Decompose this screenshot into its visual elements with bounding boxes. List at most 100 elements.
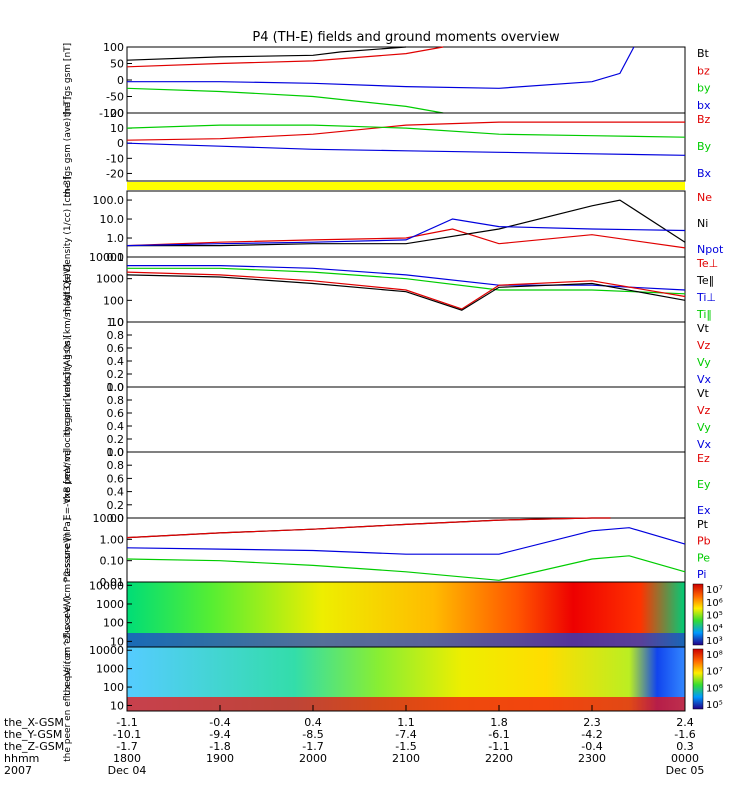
series-line-Ne bbox=[126, 228, 686, 249]
y-tick-label: 1.0 bbox=[107, 232, 125, 245]
series-line-Npot bbox=[126, 218, 686, 247]
heatmap-low-energy-band bbox=[127, 633, 685, 647]
colorbar-tick-label: 10⁵ bbox=[706, 700, 723, 711]
series-line-bz bbox=[126, 46, 444, 68]
x-row-value: 2000 bbox=[299, 752, 327, 765]
legend-entry: Te⊥ bbox=[696, 257, 718, 270]
panel-8: 10.00 1.00 0.10 0.01 Pressure [nPa] Pt Pb Pe Pi bbox=[63, 512, 711, 589]
colorbar-tick-label: 10⁷ bbox=[706, 585, 723, 596]
legend-entry: Vz bbox=[697, 339, 711, 352]
y-tick-label: 0.2 bbox=[107, 499, 125, 512]
x-row-value: -6.1 bbox=[488, 728, 509, 741]
y-tick-label: 10 bbox=[110, 122, 124, 135]
chart-title: P4 (TH-E) fields and ground moments over… bbox=[252, 30, 560, 45]
y-tick-label: 0.6 bbox=[107, 342, 125, 355]
series-line-by bbox=[126, 87, 444, 114]
y-tick-label: -10 bbox=[106, 152, 124, 165]
y-tick-label: 0.0 bbox=[107, 381, 125, 394]
y-tick-label: 100 bbox=[103, 617, 124, 630]
y-tick-label: 1.0 bbox=[107, 381, 125, 394]
colorbar-tick-label: 10⁶ bbox=[706, 598, 723, 609]
y-tick-label: 0.6 bbox=[107, 472, 125, 485]
y-tick-label: 0.8 bbox=[107, 394, 125, 407]
legend-entry: Vt bbox=[697, 322, 710, 335]
colorbar-tick-label: 10⁵ bbox=[706, 611, 723, 622]
series-line-Bx bbox=[126, 142, 686, 156]
x-row-value: 0.3 bbox=[676, 740, 694, 753]
series-line-Ti⊥ bbox=[127, 265, 686, 291]
y-axis-label: the peir en eflux eV/ (cm^2-s-sr-eV) bbox=[63, 533, 73, 696]
y-tick-label: 20 bbox=[110, 107, 124, 120]
x-row-value: -8.5 bbox=[302, 728, 323, 741]
x-row-label: the_Z-GSM bbox=[4, 740, 64, 753]
y-tick-label: 100 bbox=[103, 681, 124, 694]
panel-frame bbox=[126, 112, 686, 182]
y-tick-label: 0.4 bbox=[107, 420, 125, 433]
legend-entry: bz bbox=[697, 64, 710, 77]
x-row-value: -9.4 bbox=[209, 728, 230, 741]
y-tick-label: 10 bbox=[110, 699, 124, 712]
y-tick-label: 0.0 bbox=[107, 512, 125, 525]
colorbar-tick-label: 10³ bbox=[706, 636, 723, 647]
panel-frame bbox=[126, 321, 686, 388]
panel-frame bbox=[126, 386, 686, 453]
legend-entry: Pb bbox=[697, 535, 711, 548]
legend-entry: Vy bbox=[697, 356, 711, 369]
x-row-value: 1.8 bbox=[490, 716, 508, 729]
legend-entry: Pe bbox=[697, 551, 710, 564]
series-line-Pt bbox=[126, 517, 611, 539]
y-tick-label: 0.10 bbox=[100, 555, 125, 568]
colorbar bbox=[692, 648, 704, 710]
y-tick-label: 10 bbox=[110, 635, 124, 648]
y-tick-label: 10000 bbox=[89, 251, 124, 264]
y-tick-label: -50 bbox=[106, 91, 124, 104]
series-line-bx bbox=[127, 46, 635, 89]
x-row-value: 2200 bbox=[485, 752, 513, 765]
x-row-value: -7.4 bbox=[395, 728, 416, 741]
panel-4: 10000 1000 100 10 magt3 [eV] Te⊥ Te‖ Ti⊥ Ti‖ bbox=[63, 251, 718, 329]
y-tick-label: -20 bbox=[106, 167, 124, 180]
legend-entry: Vx bbox=[697, 438, 712, 451]
x-row-value: 2300 bbox=[578, 752, 606, 765]
panel-frame bbox=[126, 451, 686, 519]
y-tick-label: 0.2 bbox=[107, 433, 125, 446]
legend-entry: Ex bbox=[697, 504, 711, 517]
legend-entry: Bz bbox=[697, 113, 711, 126]
y-tick-label: 1.0 bbox=[107, 446, 125, 459]
y-axis-label: the fgs gsm [nT] bbox=[63, 43, 73, 117]
legend-entry: bx bbox=[697, 99, 711, 112]
colorbar-tick-label: 10⁸ bbox=[706, 650, 723, 661]
quality-flag-bar bbox=[127, 182, 685, 190]
x-row-value: Dec 05 bbox=[666, 764, 705, 777]
legend-entry: Vz bbox=[697, 404, 711, 417]
panel-1: 100 50 0 -50 -100 the fgs gsm [nT] Bt bz by bx bbox=[63, 41, 711, 120]
legend-entry: Ti⊥ bbox=[696, 291, 716, 304]
y-tick-label: 0.0 bbox=[107, 446, 125, 459]
y-axis-label: the peer en eflux eV/ (cm^2-s-sr-eV) bbox=[63, 596, 73, 762]
x-row-label: the_Y-GSM bbox=[4, 728, 62, 741]
y-tick-label: 100 bbox=[103, 41, 124, 54]
y-tick-label: 1.00 bbox=[100, 533, 125, 546]
y-tick-label: 1.0 bbox=[107, 316, 125, 329]
legend-entry: Vx bbox=[697, 373, 712, 386]
legend-entry: by bbox=[697, 82, 711, 95]
panel-frame bbox=[126, 190, 686, 258]
y-axis-label: the peer velocity gsm [km/s] (All Qs) bbox=[63, 337, 73, 502]
legend-entry: Vt bbox=[697, 387, 710, 400]
y-tick-label: 10.0 bbox=[100, 213, 125, 226]
x-row-value: -10.1 bbox=[113, 728, 141, 741]
series-line-Bt bbox=[126, 46, 407, 61]
x-row-value: 1.1 bbox=[397, 716, 415, 729]
y-tick-label: 1000 bbox=[96, 598, 124, 611]
legend-entry: Ne bbox=[697, 191, 712, 204]
series-line-Pb bbox=[126, 517, 611, 539]
series-line-Pe bbox=[126, 555, 686, 581]
x-row-value: 1800 bbox=[113, 752, 141, 765]
legend-entry: Pi bbox=[697, 568, 706, 581]
legend-entry: By bbox=[697, 140, 712, 153]
y-tick-label: 0.4 bbox=[107, 486, 125, 499]
colorbar bbox=[692, 583, 704, 646]
y-tick-label: 50 bbox=[110, 58, 124, 71]
